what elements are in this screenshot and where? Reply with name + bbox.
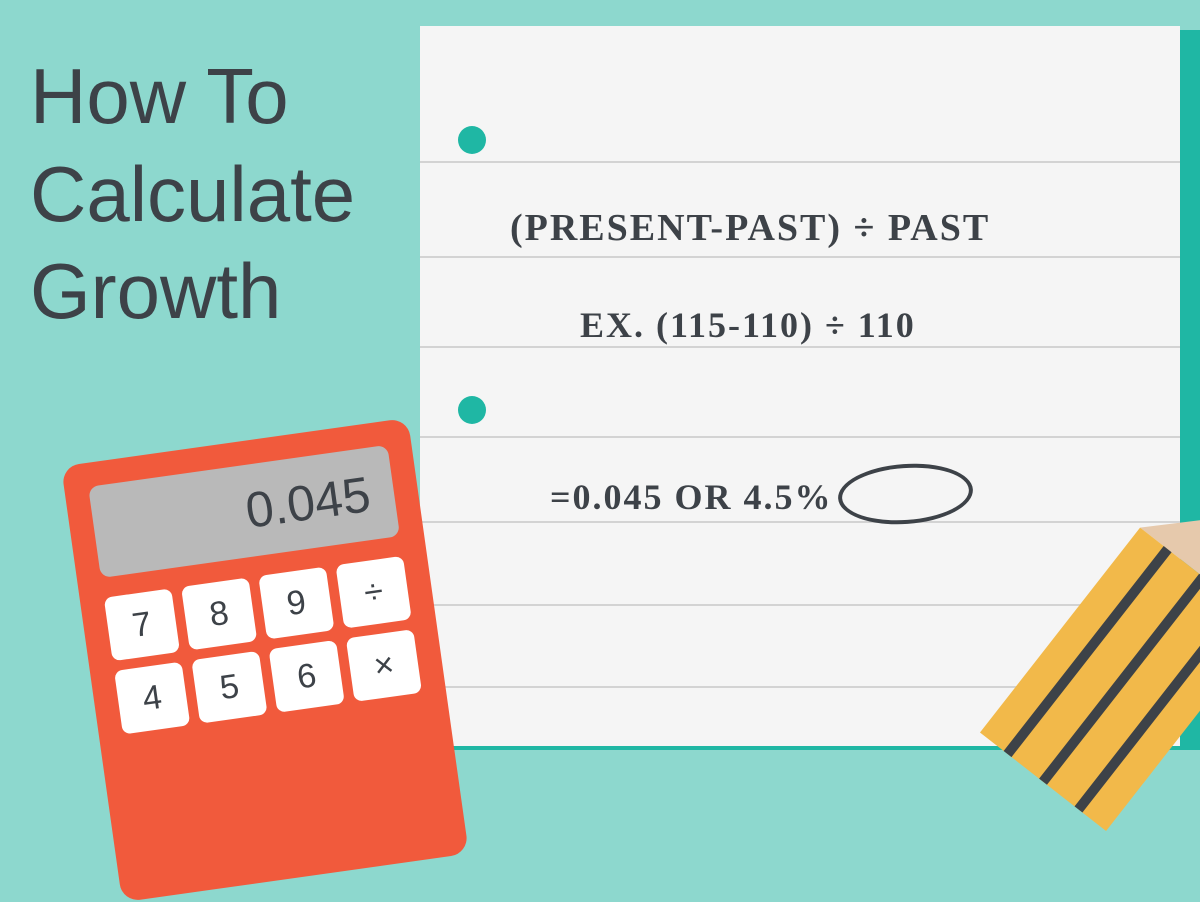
key-divide[interactable]: ÷	[336, 556, 412, 629]
calculator: 0.045 7 8 9 ÷ 4 5 6 ×	[61, 418, 469, 902]
key-5[interactable]: 5	[191, 651, 267, 724]
title-line-2: Calculate	[30, 146, 355, 244]
paper-line	[420, 521, 1180, 523]
title-line-3: Growth	[30, 243, 355, 341]
key-8[interactable]: 8	[181, 578, 257, 651]
example-text: EX. (115-110) ÷ 110	[580, 304, 916, 346]
key-multiply[interactable]: ×	[346, 629, 422, 702]
paper-line	[420, 436, 1180, 438]
circle-annotation	[836, 459, 975, 528]
key-7[interactable]: 7	[104, 588, 180, 661]
calculator-keypad: 7 8 9 ÷ 4 5 6 ×	[104, 556, 422, 735]
formula-text: (PRESENT-PAST) ÷ PAST	[510, 206, 990, 250]
paper-line	[420, 346, 1180, 348]
paper-line	[420, 256, 1180, 258]
paper-hole	[458, 396, 486, 424]
result-text: =0.045 OR 4.5%	[550, 476, 833, 518]
paper-hole	[458, 126, 486, 154]
paper-line	[420, 161, 1180, 163]
calculator-display: 0.045	[88, 445, 400, 578]
key-4[interactable]: 4	[114, 662, 190, 735]
page-title: How To Calculate Growth	[30, 48, 355, 341]
key-9[interactable]: 9	[258, 567, 334, 640]
paper-line	[420, 604, 1180, 606]
title-line-1: How To	[30, 48, 355, 146]
key-6[interactable]: 6	[269, 640, 345, 713]
